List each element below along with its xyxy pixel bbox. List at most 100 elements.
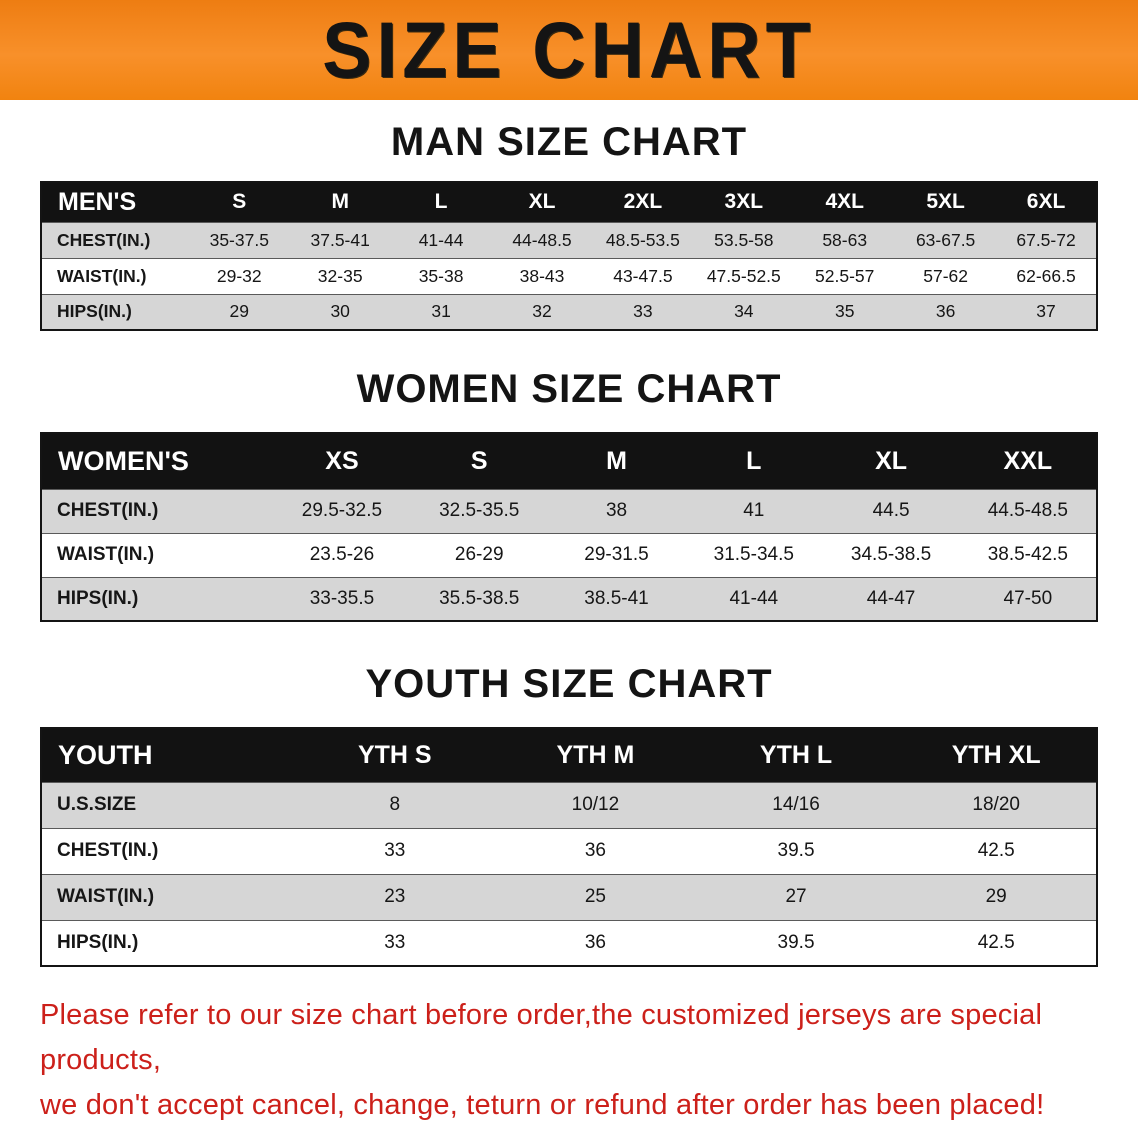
row-label-cell: U.S.SIZE bbox=[41, 781, 295, 828]
value-cell: 23 bbox=[294, 873, 496, 920]
value-cell: 14/16 bbox=[695, 781, 897, 828]
value-cell: 8 bbox=[294, 781, 496, 828]
table-row: WAIST(IN.) 29-32 32-35 35-38 38-43 43-47.5 47.… bbox=[41, 257, 1097, 294]
size-header-cell: L bbox=[434, 190, 448, 214]
value-cell: 33 bbox=[294, 827, 496, 874]
table-header-row: YOUTH YTH S YTH M YTH L YTH XL bbox=[41, 728, 1097, 782]
value-cell: 41 bbox=[685, 488, 823, 533]
row-label-cell: WAIST(IN.) bbox=[41, 257, 189, 294]
women-size-table: WOMEN'S XS S M L XL XXL CHEST(IN.) 29.5-32.5 32.5… bbox=[40, 432, 1098, 622]
value-cell: 36 bbox=[895, 293, 997, 330]
value-cell: 34 bbox=[693, 293, 795, 330]
value-cell: 29-32 bbox=[188, 257, 290, 294]
table-row: WAIST(IN.) 23 25 27 29 bbox=[41, 873, 1097, 920]
row-label-cell: CHEST(IN.) bbox=[41, 488, 274, 533]
size-header-cell: YTH XL bbox=[951, 740, 1041, 769]
value-cell: 67.5-72 bbox=[996, 221, 1097, 258]
value-cell: 41-44 bbox=[390, 221, 492, 258]
size-header-cell: S bbox=[232, 190, 247, 214]
women-section-heading: WOMEN SIZE CHART bbox=[356, 367, 782, 411]
size-header-cell: XL bbox=[528, 190, 556, 214]
youth-section-heading: YOUTH SIZE CHART bbox=[365, 662, 773, 706]
value-cell: 34.5-38.5 bbox=[822, 532, 960, 577]
value-cell: 39.5 bbox=[695, 919, 897, 966]
table-row: U.S.SIZE 8 10/12 14/16 18/20 bbox=[41, 781, 1097, 828]
value-cell: 29 bbox=[896, 873, 1097, 920]
value-cell: 35-38 bbox=[390, 257, 492, 294]
size-header-cell: M bbox=[331, 190, 349, 214]
value-cell: 57-62 bbox=[895, 257, 997, 294]
value-cell: 35.5-38.5 bbox=[410, 576, 548, 621]
value-cell: 44.5 bbox=[822, 488, 960, 533]
value-cell: 47-50 bbox=[959, 576, 1097, 621]
banner-title: SIZE CHART bbox=[322, 6, 816, 94]
row-label-cell: HIPS(IN.) bbox=[41, 576, 274, 621]
table-row: CHEST(IN.) 35-37.5 37.5-41 41-44 44-48.5 48.5… bbox=[41, 221, 1097, 258]
size-header-cell: 3XL bbox=[724, 190, 764, 214]
disclaimer-line-2: we don't accept cancel, change, teturn o… bbox=[40, 1089, 1045, 1121]
value-cell: 42.5 bbox=[896, 919, 1097, 966]
value-cell: 31.5-34.5 bbox=[685, 532, 823, 577]
row-label-cell: HIPS(IN.) bbox=[41, 919, 295, 966]
value-cell: 62-66.5 bbox=[996, 257, 1097, 294]
value-cell: 10/12 bbox=[495, 781, 696, 828]
disclaimer-line-1: Please refer to our size chart before or… bbox=[40, 999, 1043, 1076]
value-cell: 38-43 bbox=[491, 257, 593, 294]
youth-size-table: YOUTH YTH S YTH M YTH L YTH XL U.S.SIZE 8 10/12… bbox=[40, 727, 1098, 967]
banner: SIZE CHART bbox=[0, 0, 1138, 100]
value-cell: 38 bbox=[547, 488, 686, 533]
value-cell: 32 bbox=[491, 293, 593, 330]
value-cell: 52.5-57 bbox=[794, 257, 896, 294]
women-size-section: WOMEN SIZE CHART WOMEN'S XS S M L XL XXL CHEST(… bbox=[0, 367, 1138, 622]
value-cell: 32.5-35.5 bbox=[410, 488, 548, 533]
table-header-row: WOMEN'S XS S M L XL XXL bbox=[41, 433, 1097, 489]
size-header-cell: M bbox=[606, 446, 627, 475]
size-header-cell: YTH L bbox=[759, 740, 833, 769]
row-label-cell: WAIST(IN.) bbox=[41, 873, 295, 920]
value-cell: 36 bbox=[495, 919, 696, 966]
table-row: CHEST(IN.) 33 36 39.5 42.5 bbox=[41, 827, 1097, 874]
value-cell: 30 bbox=[289, 293, 391, 330]
value-cell: 38.5-41 bbox=[547, 576, 686, 621]
value-cell: 63-67.5 bbox=[895, 221, 997, 258]
value-cell: 33 bbox=[592, 293, 694, 330]
value-cell: 36 bbox=[495, 827, 696, 874]
value-cell: 39.5 bbox=[695, 827, 897, 874]
value-cell: 29-31.5 bbox=[547, 532, 686, 577]
value-cell: 44-48.5 bbox=[491, 221, 593, 258]
row-label-cell: CHEST(IN.) bbox=[41, 827, 295, 874]
value-cell: 27 bbox=[695, 873, 897, 920]
value-cell: 43-47.5 bbox=[592, 257, 694, 294]
value-cell: 37 bbox=[996, 293, 1097, 330]
size-header-cell: L bbox=[746, 446, 762, 475]
table-row: CHEST(IN.) 29.5-32.5 32.5-35.5 38 41 44.5 44.5… bbox=[41, 488, 1097, 533]
size-header-cell: 5XL bbox=[926, 190, 965, 214]
value-cell: 35-37.5 bbox=[188, 221, 290, 258]
value-cell: 47.5-52.5 bbox=[693, 257, 795, 294]
table-row: HIPS(IN.) 33 36 39.5 42.5 bbox=[41, 919, 1097, 966]
table-row: HIPS(IN.) 33-35.5 35.5-38.5 38.5-41 41-44 44-… bbox=[41, 576, 1097, 621]
disclaimer: Please refer to our size chart before or… bbox=[40, 993, 1138, 1128]
value-cell: 41-44 bbox=[685, 576, 823, 621]
table-row: HIPS(IN.) 29 30 31 32 33 34 35 36 37 bbox=[41, 293, 1097, 330]
value-cell: 53.5-58 bbox=[693, 221, 795, 258]
size-header-cell: 2XL bbox=[623, 190, 663, 214]
size-header-cell: XL bbox=[875, 446, 908, 475]
men-section-heading: MAN SIZE CHART bbox=[390, 120, 748, 164]
size-header-cell: 4XL bbox=[825, 190, 864, 214]
size-header-cell: S bbox=[470, 446, 488, 475]
value-cell: 42.5 bbox=[896, 827, 1097, 874]
men-size-section: MAN SIZE CHART MEN'S S M L XL 2XL 3XL 4XL 5XL 6XL… bbox=[0, 120, 1138, 331]
value-cell: 29 bbox=[188, 293, 290, 330]
table-title-cell: WOMEN'S bbox=[58, 445, 189, 476]
row-label-cell: CHEST(IN.) bbox=[41, 221, 189, 258]
value-cell: 33 bbox=[294, 919, 496, 966]
table-title-cell: YOUTH bbox=[58, 739, 153, 770]
youth-size-section: YOUTH SIZE CHART YOUTH YTH S YTH M YTH L YTH… bbox=[0, 662, 1138, 967]
value-cell: 23.5-26 bbox=[273, 532, 411, 577]
row-label-cell: WAIST(IN.) bbox=[41, 532, 274, 577]
size-header-cell: XS bbox=[325, 446, 359, 475]
size-header-cell: 6XL bbox=[1026, 190, 1066, 214]
table-header-row: MEN'S S M L XL 2XL 3XL 4XL 5XL 6XL bbox=[41, 182, 1097, 222]
value-cell: 33-35.5 bbox=[273, 576, 411, 621]
